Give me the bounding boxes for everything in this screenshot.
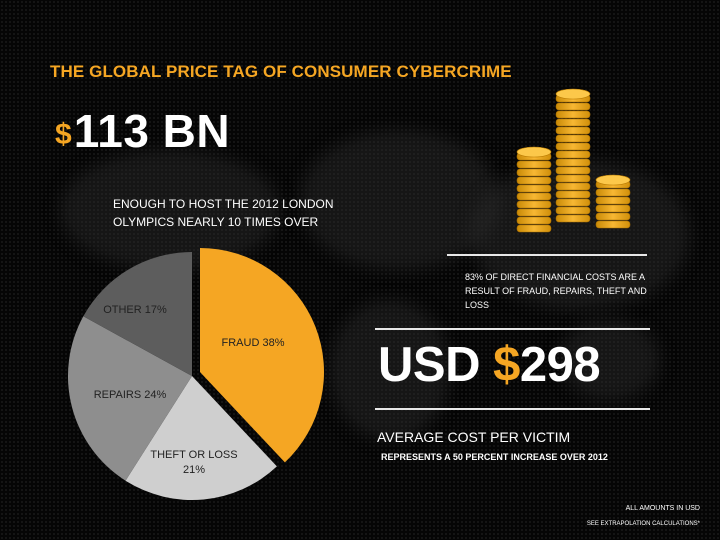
pie-slice-theft: [125, 376, 277, 501]
total-cost-currency: $: [55, 118, 72, 151]
average-cost-value: USD $298: [378, 338, 601, 392]
map-blob: [300, 130, 500, 270]
pie-slice-repairs: [67, 316, 192, 481]
extrapolation-note: SEE EXTRAPOLATION CALCULATIONS*: [586, 521, 700, 527]
pie-slice-other: [83, 252, 192, 376]
divider: [375, 328, 650, 330]
pie-label-repairs: REPAIRS 24%: [93, 389, 167, 401]
map-blob: [330, 300, 450, 440]
average-cost-prefix: USD: [378, 338, 494, 392]
comparison-text: ENOUGH TO HOST THE 2012 LONDON OLYMPICS …: [113, 197, 334, 229]
average-cost-subtitle: REPRESENTS A 50 PERCENT INCREASE OVER 20…: [381, 452, 608, 462]
average-cost-title: AVERAGE COST PER VICTIM: [377, 429, 571, 445]
coin-stacks-icon: [516, 88, 631, 233]
pie-label-other: OTHER 17%: [103, 304, 167, 316]
map-blob: [560, 320, 660, 400]
pie-label-fraud: FRAUD 38%: [221, 337, 285, 349]
average-cost-number: 298: [519, 338, 601, 392]
map-blob: [60, 150, 280, 270]
divider: [447, 254, 647, 256]
pie-slice-fraud: [200, 248, 324, 463]
total-cost: $113 BN: [55, 108, 230, 154]
pie-label-theft: THEFT OR LOSS 21%: [150, 449, 238, 476]
divider: [375, 408, 650, 410]
financial-costs-note: 83% OF DIRECT FINANCIAL COSTS ARE A RESU…: [465, 272, 647, 310]
page-title: THE GLOBAL PRICE TAG OF CONSUMER CYBERCR…: [50, 62, 512, 81]
total-cost-value: 113 BN: [73, 105, 231, 157]
average-cost-currency: $: [493, 338, 520, 392]
amounts-note: ALL AMOUNTS IN USD: [625, 505, 700, 512]
